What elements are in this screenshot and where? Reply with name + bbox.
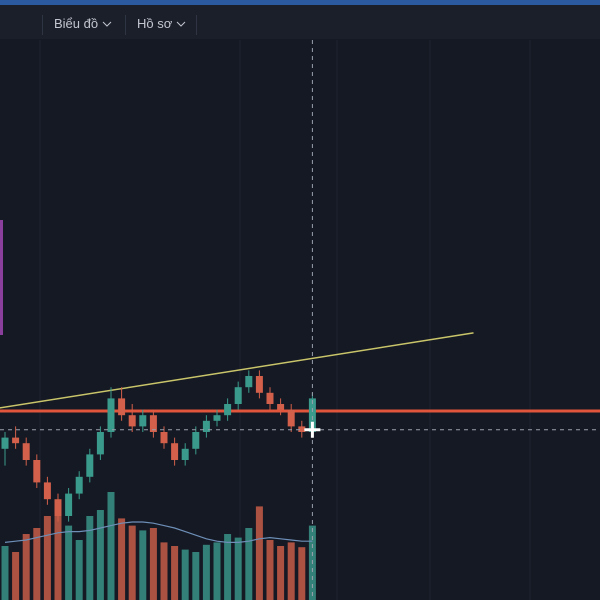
volume-bar bbox=[171, 546, 179, 600]
menu-profile[interactable]: Hồ sơ bbox=[137, 16, 186, 31]
toolbar: Biểu đồ Hồ sơ bbox=[0, 5, 600, 39]
volume-bar bbox=[202, 544, 210, 600]
candle-body bbox=[234, 387, 242, 404]
chevron bbox=[176, 21, 186, 27]
candle-body bbox=[149, 415, 157, 432]
candle-body bbox=[86, 454, 94, 477]
menu-label: Hồ sơ bbox=[137, 16, 173, 31]
volume-bar bbox=[96, 510, 104, 600]
volume-bar bbox=[75, 540, 83, 600]
volume-bar bbox=[43, 516, 51, 600]
top-border bbox=[0, 0, 600, 5]
side-marker bbox=[0, 220, 3, 335]
candle-body bbox=[160, 432, 168, 444]
candle-body bbox=[54, 499, 62, 516]
volume-bar bbox=[298, 547, 306, 600]
volume-bar bbox=[234, 537, 242, 600]
volume-bar bbox=[12, 552, 20, 600]
candle-body bbox=[128, 415, 136, 427]
volume-bar bbox=[107, 492, 115, 600]
volume-bar bbox=[1, 546, 9, 600]
candle-body bbox=[181, 448, 189, 460]
volume-bar bbox=[160, 542, 168, 600]
volume-bar bbox=[192, 552, 200, 600]
candle-body bbox=[22, 443, 30, 460]
candle-body bbox=[33, 460, 41, 483]
candle-body bbox=[43, 482, 51, 500]
chart bbox=[0, 40, 600, 600]
candle-body bbox=[12, 437, 20, 444]
candle-body bbox=[308, 398, 316, 432]
chevron bbox=[102, 21, 112, 27]
cursor bbox=[304, 421, 321, 438]
candle-body bbox=[287, 409, 295, 427]
volume-bar bbox=[245, 528, 253, 600]
candle-body bbox=[139, 415, 147, 427]
layout-grid bbox=[39, 40, 531, 600]
candle-body bbox=[192, 432, 200, 449]
candle-body bbox=[277, 404, 285, 410]
candle-body bbox=[1, 437, 9, 449]
volume-bar bbox=[287, 542, 295, 600]
volume-bar bbox=[213, 542, 221, 600]
candle-body bbox=[107, 398, 115, 432]
candle-body bbox=[266, 392, 274, 404]
candle-body bbox=[75, 476, 83, 494]
volume-ma-line bbox=[4, 521, 313, 543]
volume-bar bbox=[181, 549, 189, 600]
menu-label: Biểu đồ bbox=[54, 16, 99, 31]
volume-bar bbox=[277, 546, 285, 600]
candle-body bbox=[224, 404, 232, 416]
volume-bar bbox=[128, 525, 136, 600]
volume-bar bbox=[149, 528, 157, 600]
volume-bar bbox=[22, 534, 30, 600]
trendline bbox=[0, 332, 474, 409]
volume-bar bbox=[139, 530, 147, 600]
volume-bar bbox=[65, 525, 73, 600]
candle-body bbox=[255, 376, 263, 393]
candle-body bbox=[213, 415, 221, 421]
menu-chart[interactable]: Biểu đồ bbox=[54, 16, 112, 31]
candle-body bbox=[96, 432, 104, 455]
candle-body bbox=[65, 493, 73, 516]
volume-bar bbox=[33, 528, 41, 600]
candle-body bbox=[202, 420, 210, 432]
candle-body bbox=[298, 426, 306, 432]
volume-bar bbox=[86, 516, 94, 600]
candle-body bbox=[171, 443, 179, 460]
separator bbox=[196, 15, 197, 35]
candle-body bbox=[245, 376, 253, 388]
volume-bar bbox=[118, 518, 126, 600]
volume-bar bbox=[224, 534, 232, 600]
separator bbox=[42, 15, 43, 35]
volume-bar bbox=[54, 504, 62, 600]
volume-bar bbox=[255, 506, 263, 600]
volume-bar bbox=[266, 540, 274, 600]
separator bbox=[125, 15, 126, 35]
candle-body bbox=[118, 398, 126, 416]
